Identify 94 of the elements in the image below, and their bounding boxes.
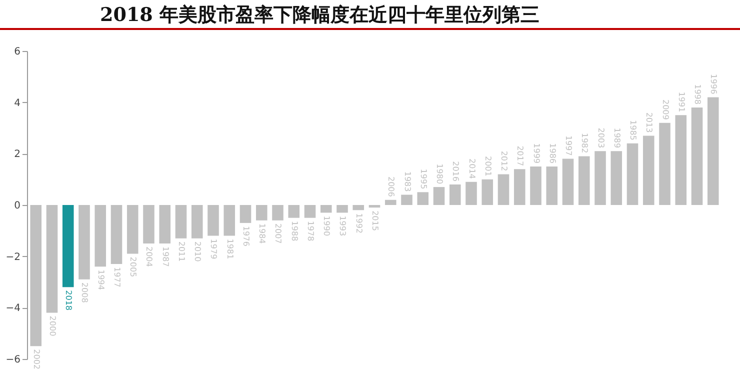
bar <box>208 205 219 236</box>
bar <box>224 205 236 236</box>
x-tick-label: 2002 <box>32 349 41 370</box>
bar <box>110 205 122 264</box>
x-tick-label: 1986 <box>548 143 557 164</box>
bar <box>384 200 396 205</box>
x-tick-label: 2011 <box>176 241 186 262</box>
x-tick-label: 1982 <box>580 132 590 154</box>
x-tick-label: 1995 <box>418 168 428 190</box>
bar <box>675 115 687 205</box>
bar <box>175 205 187 238</box>
x-tick-label: 2006 <box>386 176 396 197</box>
bar <box>482 179 494 205</box>
y-tick-label: 6 <box>14 46 20 58</box>
bar <box>62 205 74 288</box>
bar <box>143 205 154 244</box>
bar <box>336 205 348 213</box>
y-tick-label: 4 <box>14 98 20 109</box>
bar <box>191 205 203 238</box>
x-tick-label: 1981 <box>225 238 234 260</box>
bar <box>368 205 380 208</box>
y-tick-label: −4 <box>6 303 20 314</box>
chart-title: 2018 年美股市盈率下降幅度在近四十年里位列第三 <box>99 3 540 28</box>
x-tick-label: 2005 <box>128 256 138 278</box>
bar <box>562 158 574 205</box>
x-tick-label: 1980 <box>435 164 444 184</box>
x-tick-label: 2010 <box>193 241 202 262</box>
x-tick-label: 2009 <box>660 100 670 120</box>
x-tick-label: 1990 <box>322 216 332 236</box>
x-tick-label: 1978 <box>306 220 315 242</box>
x-tick-label: 1992 <box>354 213 364 234</box>
x-tick-label: 1998 <box>693 84 702 104</box>
x-tick-label: 1996 <box>709 74 718 94</box>
x-tick-label: 1997 <box>564 135 574 156</box>
bar <box>30 205 42 346</box>
x-tick-label: 1977 <box>112 267 122 288</box>
bar <box>401 194 412 205</box>
x-tick-label: 2016 <box>451 161 460 182</box>
bar <box>240 205 252 223</box>
bar <box>498 174 510 205</box>
x-tick-label: 2015 <box>370 210 380 231</box>
x-tick-label: 1988 <box>290 220 299 242</box>
bar <box>46 205 58 313</box>
bar <box>78 205 90 280</box>
x-tick-label: 1976 <box>242 226 250 246</box>
bar <box>417 192 429 205</box>
x-tick-label: 1985 <box>628 120 638 140</box>
bar <box>466 182 477 205</box>
x-tick-label: 2014 <box>467 158 476 179</box>
x-tick-label: 2004 <box>144 246 154 267</box>
bar <box>272 205 284 220</box>
bar <box>707 97 719 205</box>
x-tick-label: 2012 <box>500 150 508 172</box>
x-tick-label: 1984 <box>258 223 267 244</box>
bar <box>594 151 606 205</box>
x-tick-label: 2007 <box>274 223 283 244</box>
x-tick-label: 1979 <box>209 238 218 260</box>
bar <box>659 122 670 205</box>
bar <box>514 169 526 205</box>
bar <box>288 205 300 218</box>
x-tick-label: 2018 <box>64 290 74 310</box>
y-tick-label: 2 <box>14 149 20 160</box>
x-tick-label: 1993 <box>338 216 348 236</box>
x-tick-label: 2000 <box>48 316 57 336</box>
x-tick-label: 1987 <box>160 246 170 267</box>
x-tick-label: 1991 <box>676 92 686 112</box>
bar <box>433 187 445 205</box>
bar <box>159 205 171 244</box>
x-tick-label: 2003 <box>596 128 606 148</box>
y-tick-label: 0 <box>14 200 20 212</box>
x-tick-label: 1983 <box>402 171 412 192</box>
x-tick-label: 2013 <box>644 112 654 133</box>
x-tick-label: 2017 <box>516 146 525 166</box>
bar <box>546 166 558 205</box>
x-tick-label: 1989 <box>612 128 622 148</box>
bar <box>320 205 332 213</box>
x-tick-label: 2001 <box>483 156 492 176</box>
bar <box>610 151 622 205</box>
bar <box>449 184 461 205</box>
x-tick-label: 2008 <box>80 282 90 303</box>
bar <box>578 156 590 205</box>
bar <box>304 205 316 218</box>
bar <box>530 166 542 205</box>
bar <box>626 143 638 205</box>
bar <box>691 107 703 205</box>
x-tick-label: 1999 <box>532 143 541 164</box>
bar <box>352 205 364 210</box>
y-tick-label: −6 <box>6 354 20 366</box>
x-tick-label: 1994 <box>96 270 106 290</box>
bar <box>642 136 654 205</box>
y-tick-label: −2 <box>6 252 20 263</box>
bar <box>94 205 106 267</box>
bar <box>126 205 138 254</box>
bar <box>256 205 268 220</box>
